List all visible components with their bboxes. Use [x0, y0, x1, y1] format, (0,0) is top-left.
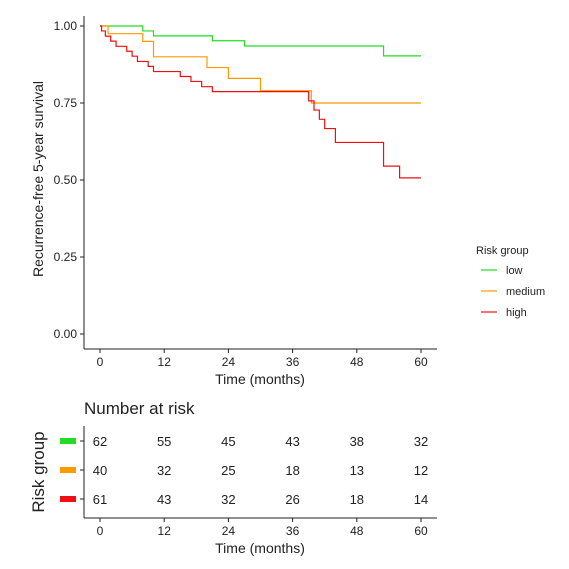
- risk-cell: 55: [157, 434, 171, 449]
- risk-cell: 61: [93, 492, 107, 507]
- legend-label-high: high: [506, 307, 527, 319]
- x-tick-label: 48: [350, 355, 364, 369]
- series-line-low: [100, 25, 421, 57]
- y-tick-label: 1.00: [54, 19, 78, 33]
- x-tick-label: 24: [222, 355, 236, 369]
- risk-cell: 26: [285, 492, 299, 507]
- km-y-ticks: 0.00 0.25 0.50 0.75 1.00: [54, 19, 84, 341]
- legend-label-medium: medium: [506, 286, 545, 298]
- risk-row-key-low: [60, 438, 76, 444]
- risk-x-tick-label: 48: [350, 524, 364, 538]
- x-tick-label: 60: [414, 355, 428, 369]
- series-line-high: [100, 25, 421, 179]
- risk-x-tick-label: 36: [286, 524, 300, 538]
- x-tick-label: 12: [158, 355, 172, 369]
- risk-y-axis-title: Risk group: [29, 431, 48, 512]
- y-tick-label: 0.75: [54, 96, 78, 110]
- legend-items: low medium high: [481, 265, 545, 319]
- risk-cell: 32: [221, 492, 235, 507]
- risk-cell: 43: [157, 492, 171, 507]
- series-line-medium: [100, 25, 421, 104]
- risk-x-axis-title: Time (months): [215, 540, 305, 556]
- legend-title: Risk group: [476, 245, 529, 257]
- km-x-axis-title: Time (months): [215, 371, 305, 387]
- x-tick-label: 36: [286, 355, 300, 369]
- y-tick-label: 0.25: [54, 250, 78, 264]
- km-y-axis-title: Recurrence-free 5-year survival: [30, 81, 46, 277]
- risk-cell: 18: [285, 463, 299, 478]
- risk-cell: 13: [350, 463, 364, 478]
- risk-row-key-high: [60, 496, 76, 502]
- y-tick-label: 0.00: [54, 327, 78, 341]
- km-x-ticks: 0 12 24 36 48 60: [97, 349, 428, 369]
- risk-cell: 40: [93, 463, 107, 478]
- risk-cell: 62: [93, 434, 107, 449]
- risk-x-tick-label: 24: [222, 524, 236, 538]
- risk-cell: 25: [221, 463, 235, 478]
- risk-x-ticks: 0 12 24 36 48 60: [97, 518, 428, 538]
- km-curves: [100, 25, 421, 179]
- risk-cell: 45: [221, 434, 235, 449]
- risk-table-title: Number at risk: [84, 399, 195, 418]
- risk-row-key-medium: [60, 467, 76, 473]
- risk-x-tick-label: 0: [97, 524, 104, 538]
- risk-cell: 38: [350, 434, 364, 449]
- risk-x-tick-label: 60: [414, 524, 428, 538]
- x-tick-label: 0: [97, 355, 104, 369]
- legend-label-low: low: [506, 265, 523, 277]
- risk-x-tick-label: 12: [158, 524, 172, 538]
- risk-cell: 14: [414, 492, 428, 507]
- y-tick-label: 0.50: [54, 173, 78, 187]
- risk-rows: 62 55 45 43 38 32 40 32 25 18 13 12 61 43 32 26 18 14: [60, 434, 428, 507]
- risk-cell: 18: [350, 492, 364, 507]
- risk-cell: 43: [285, 434, 299, 449]
- legend: Risk group low medium high: [476, 245, 545, 319]
- risk-cell: 12: [414, 463, 428, 478]
- risk-cell: 32: [157, 463, 171, 478]
- km-plot: 0.00 0.25 0.50 0.75 1.00 0 12 24 36 48 60 Recurre…: [30, 16, 437, 387]
- risk-cell: 32: [414, 434, 428, 449]
